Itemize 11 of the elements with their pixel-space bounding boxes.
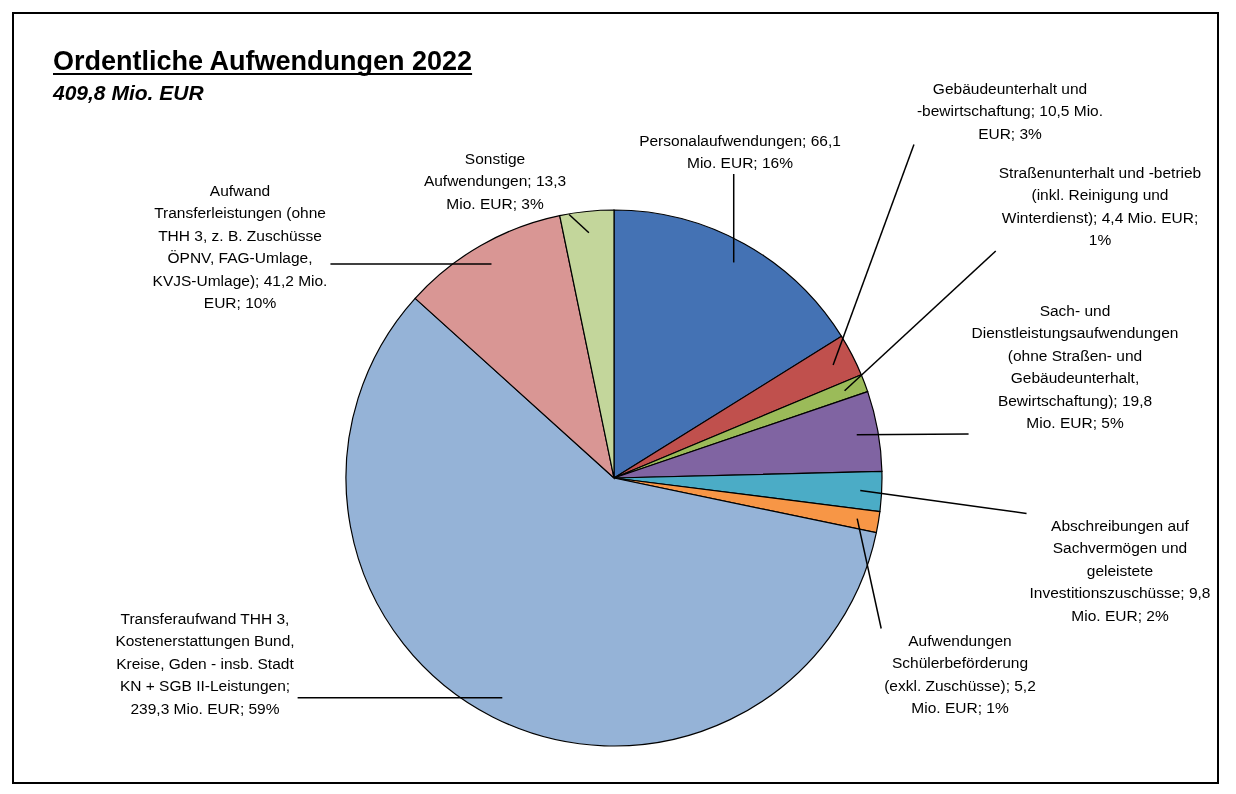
slice-label: Aufwendungen Schülerbeförderung (exkl. Zuschüsse); 5,2 Mio. EUR; 1% (884, 631, 1036, 716)
slice-label: Transferaufwand THH 3, Kostenerstattungen Bund, Kreise, Gden - insb. Stadt KN + SGB II-Leistungen; 239,3 Mio. EUR; 59% (115, 609, 295, 717)
slice-label: Aufwand Transferleistungen (ohne THH 3, z. B. Zuschüsse ÖPNV, FAG-Umlage, KVJS-Umlage); 41,2 Mio. EUR; 10% (152, 181, 328, 311)
slice-label: Straßenunterhalt und -betrieb (inkl. Reinigung und Winterdienst); 4,4 Mio. EUR; 1% (998, 163, 1202, 248)
slice-label: Gebäudeunterhalt und -bewirtschaftung; 10,5 Mio. EUR; 3% (916, 79, 1104, 142)
slice-label: Abschreibungen auf Sachvermögen und geleistete Investitionszuschüsse; 9,8 Mio. EUR; 2% (1029, 516, 1211, 624)
chart-subtitle: 409,8 Mio. EUR (52, 81, 205, 104)
slice-label: Personalaufwendungen; 66,1 Mio. EUR; 16% (639, 131, 841, 171)
chart-title: Ordentliche Aufwendungen 2022 (53, 46, 473, 76)
slice-label: Sach- und Dienstleistungsaufwendungen (ohne Straßen- und Gebäudeunterhalt, Bewirtschaftung); 19,8 Mio. EUR; 5% (971, 301, 1179, 431)
slice-label: Sonstige Aufwendungen; 13,3 Mio. EUR; 3% (423, 149, 567, 212)
